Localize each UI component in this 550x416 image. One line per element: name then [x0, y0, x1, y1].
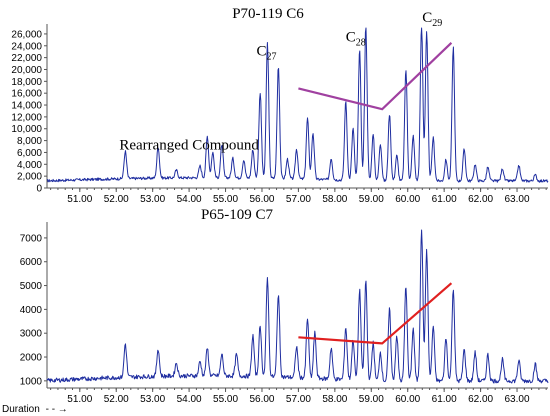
x-tick-label: 55.00	[213, 394, 238, 405]
x-tick-label: 61.00	[432, 394, 457, 405]
y-tick-label: 10,000	[11, 124, 42, 135]
x-tick-label: 54.00	[177, 194, 202, 205]
peak-annotation: C27	[257, 43, 277, 62]
x-tick-label: 60.00	[395, 194, 420, 205]
y-tick-label: 20,000	[11, 65, 42, 76]
trend-line	[298, 42, 453, 111]
x-tick-label: 63.00	[505, 394, 530, 405]
y-tick-label: 12,000	[11, 112, 42, 123]
y-tick-label: 1000	[20, 376, 43, 387]
chart-title: P65-109 C7	[201, 207, 274, 223]
x-tick-label: 52.00	[104, 194, 129, 205]
y-tick-label: 16,000	[11, 89, 42, 100]
y-tick-label: 22,000	[11, 53, 42, 64]
y-tick-label: 18,000	[11, 77, 42, 88]
x-tick-label: 61.00	[432, 194, 457, 205]
x-tick-label: 55.00	[213, 194, 238, 205]
x-tick-label: 53.00	[140, 194, 165, 205]
y-tick-label: 14,000	[11, 101, 42, 112]
peak-annotation: C29	[422, 10, 442, 29]
y-tick-label: 4000	[20, 305, 43, 316]
y-tick-label: 2,000	[17, 172, 42, 183]
y-tick-label: 4,000	[17, 160, 42, 171]
x-tick-label: 60.00	[395, 394, 420, 405]
x-tick-label: 51.00	[67, 194, 92, 205]
peak-annotation: C28	[346, 30, 366, 49]
x-tick-label: 57.00	[286, 394, 311, 405]
chromatogram-trace	[46, 27, 549, 183]
x-tick-label: 62.00	[468, 194, 493, 205]
y-tick-label: 7000	[20, 233, 43, 244]
x-tick-label: 57.00	[286, 194, 311, 205]
x-tick-label: 52.00	[104, 394, 129, 405]
chart-bottom: P65-109 C7 1000 2000 3000 4000 5000 6000 7000 51…	[20, 207, 549, 405]
trend-line	[298, 282, 453, 345]
y-tick-label: 6000	[20, 257, 43, 268]
x-tick-label: 56.00	[249, 194, 274, 205]
peak-annotation: Rearranged Compound	[119, 137, 259, 153]
y-tick-label: 0	[36, 184, 42, 195]
x-tick-label: 54.00	[177, 394, 202, 405]
y-tick-label: 8,000	[17, 136, 42, 147]
x-tick-label: 51.00	[67, 394, 92, 405]
x-tick-label: 58.00	[322, 394, 347, 405]
y-tick-label: 6,000	[17, 148, 42, 159]
chart-title: P70-119 C6	[232, 6, 304, 22]
y-tick-label: 24,000	[11, 41, 42, 52]
x-tick-label: 63.00	[505, 194, 530, 205]
y-tick-label: 5000	[20, 281, 43, 292]
chart-top: P70-119 C6 02,0004,0006,0008,00010,00012,…	[11, 6, 549, 205]
x-tick-label: 58.00	[322, 194, 347, 205]
x-tick-label: 59.00	[359, 394, 384, 405]
chromatogram-trace	[46, 229, 549, 384]
y-tick-label: 2000	[20, 353, 43, 364]
x-tick-label: 53.00	[140, 394, 165, 405]
x-tick-label: 59.00	[359, 194, 384, 205]
y-tick-label: 26,000	[11, 29, 42, 40]
duration-label: Duration - - →	[2, 404, 68, 415]
y-tick-label: 3000	[20, 329, 43, 340]
x-tick-label: 62.00	[468, 394, 493, 405]
x-tick-label: 56.00	[249, 394, 274, 405]
